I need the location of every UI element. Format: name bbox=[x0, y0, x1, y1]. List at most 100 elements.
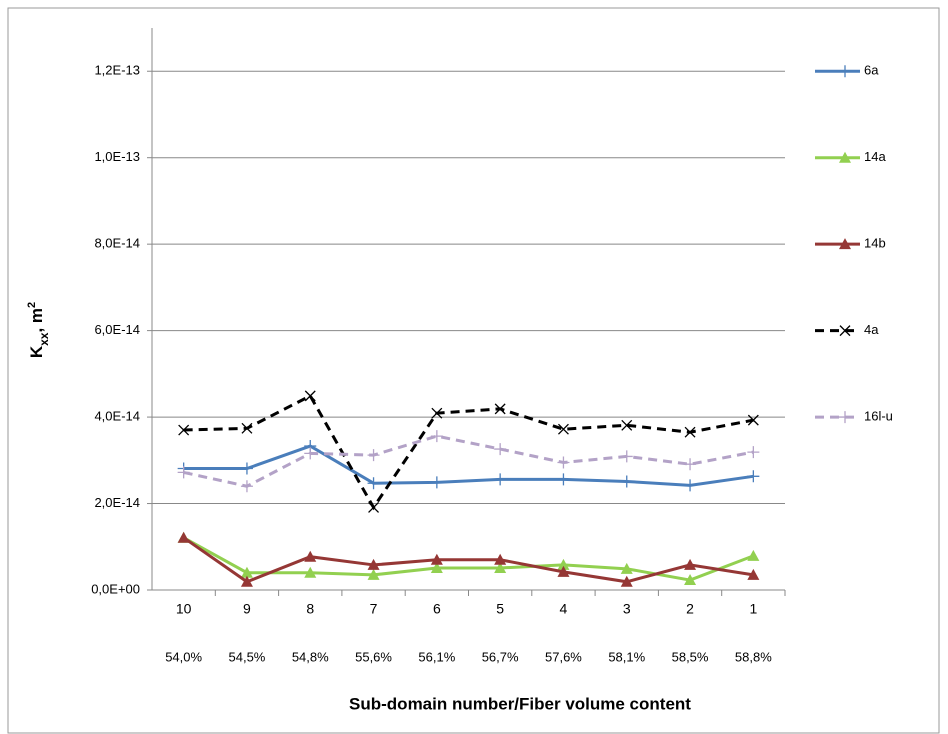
marker bbox=[620, 562, 633, 574]
y-tick-label: 6,0E-14 bbox=[94, 322, 140, 337]
marker bbox=[367, 558, 380, 570]
marker bbox=[747, 414, 759, 426]
x-tick-sublabel: 54,0% bbox=[165, 649, 202, 664]
legend-marker bbox=[839, 325, 851, 337]
series-line bbox=[183, 444, 754, 487]
legend-item: 4a bbox=[815, 322, 879, 337]
series-line bbox=[182, 536, 754, 584]
marker bbox=[304, 447, 317, 460]
legend-item: 6a bbox=[815, 63, 879, 78]
marker bbox=[367, 568, 380, 580]
marker bbox=[684, 479, 697, 492]
marker bbox=[240, 575, 253, 587]
marker bbox=[304, 566, 317, 578]
marker bbox=[430, 476, 443, 489]
marker bbox=[684, 574, 697, 586]
marker bbox=[240, 480, 253, 493]
marker bbox=[241, 422, 253, 434]
marker bbox=[367, 449, 380, 462]
marker bbox=[368, 501, 380, 513]
marker bbox=[620, 475, 633, 488]
marker bbox=[494, 553, 507, 565]
marker bbox=[178, 424, 190, 436]
x-tick-sublabel: 54,5% bbox=[229, 649, 266, 664]
marker bbox=[494, 403, 506, 415]
x-tick-sublabel: 54,8% bbox=[292, 649, 329, 664]
marker bbox=[177, 466, 190, 479]
y-axis-title: Kxx, m2 bbox=[26, 302, 51, 358]
x-tick-sublabel: 58,8% bbox=[735, 649, 772, 664]
marker bbox=[684, 426, 696, 438]
marker bbox=[557, 558, 570, 570]
chart-frame bbox=[7, 7, 940, 734]
marker bbox=[620, 450, 633, 463]
marker bbox=[747, 470, 760, 483]
marker bbox=[430, 561, 443, 573]
y-tick-label: 8,0E-14 bbox=[94, 236, 140, 251]
legend-label: 6a bbox=[864, 63, 879, 78]
marker bbox=[621, 419, 633, 431]
legend-marker bbox=[839, 151, 851, 163]
y-tick-label: 0,0E+00 bbox=[91, 581, 140, 596]
y-axis-title-part: 2 bbox=[26, 302, 38, 308]
x-axis-title: Sub-domain number/Fiber volume content bbox=[349, 694, 691, 713]
x-tick-label: 8 bbox=[306, 601, 314, 617]
marker bbox=[177, 531, 190, 543]
x-tick-label: 7 bbox=[370, 601, 378, 617]
marker bbox=[557, 473, 570, 486]
marker bbox=[304, 390, 316, 402]
x-tick-label: 10 bbox=[176, 601, 192, 617]
legend-marker bbox=[839, 411, 851, 424]
legend-marker bbox=[839, 65, 851, 78]
y-tick-label: 1,2E-13 bbox=[94, 63, 140, 78]
marker bbox=[367, 477, 380, 490]
x-tick-label: 5 bbox=[496, 601, 504, 617]
x-tick-label: 6 bbox=[433, 601, 441, 617]
marker bbox=[557, 565, 570, 577]
y-tick-label: 2,0E-14 bbox=[94, 495, 140, 510]
marker bbox=[494, 561, 507, 573]
x-tick-sublabel: 55,6% bbox=[355, 649, 392, 664]
x-tick-sublabel: 56,7% bbox=[482, 649, 519, 664]
marker bbox=[747, 549, 760, 561]
marker bbox=[430, 430, 443, 443]
marker bbox=[304, 550, 317, 562]
marker bbox=[557, 423, 569, 435]
legend-item: 16l-u bbox=[815, 409, 893, 424]
x-tick-sublabel: 58,1% bbox=[608, 649, 645, 664]
x-tick-label: 1 bbox=[749, 601, 757, 617]
legend-label: 4a bbox=[864, 322, 879, 337]
legend-item: 14b bbox=[815, 236, 886, 251]
marker bbox=[557, 456, 570, 469]
marker bbox=[684, 558, 697, 570]
x-tick-label: 4 bbox=[560, 601, 568, 617]
marker bbox=[431, 407, 443, 419]
legend-label: 16l-u bbox=[864, 409, 893, 424]
y-tick-label: 4,0E-14 bbox=[94, 409, 140, 424]
marker bbox=[747, 446, 760, 459]
legend-marker bbox=[839, 238, 851, 250]
marker bbox=[684, 458, 697, 471]
y-axis-title-part: K bbox=[27, 345, 46, 358]
y-axis-title-part: xx bbox=[37, 332, 51, 346]
marker bbox=[240, 566, 253, 578]
marker bbox=[240, 462, 253, 475]
legend-label: 14b bbox=[864, 236, 886, 251]
y-tick-label: 1,0E-13 bbox=[94, 149, 140, 164]
legend-label: 14a bbox=[864, 149, 886, 164]
marker bbox=[494, 473, 507, 486]
marker bbox=[494, 443, 507, 456]
x-tick-label: 9 bbox=[243, 601, 251, 617]
y-axis-title-part: , m bbox=[27, 308, 46, 333]
x-tick-sublabel: 57,6% bbox=[545, 649, 582, 664]
marker bbox=[620, 575, 633, 587]
x-tick-sublabel: 56,1% bbox=[418, 649, 455, 664]
x-tick-label: 3 bbox=[623, 601, 631, 617]
x-tick-sublabel: 58,5% bbox=[672, 649, 709, 664]
marker bbox=[747, 568, 760, 580]
legend-item: 14a bbox=[815, 149, 886, 164]
series-line bbox=[183, 393, 754, 511]
x-tick-label: 2 bbox=[686, 601, 694, 617]
marker bbox=[430, 553, 443, 565]
